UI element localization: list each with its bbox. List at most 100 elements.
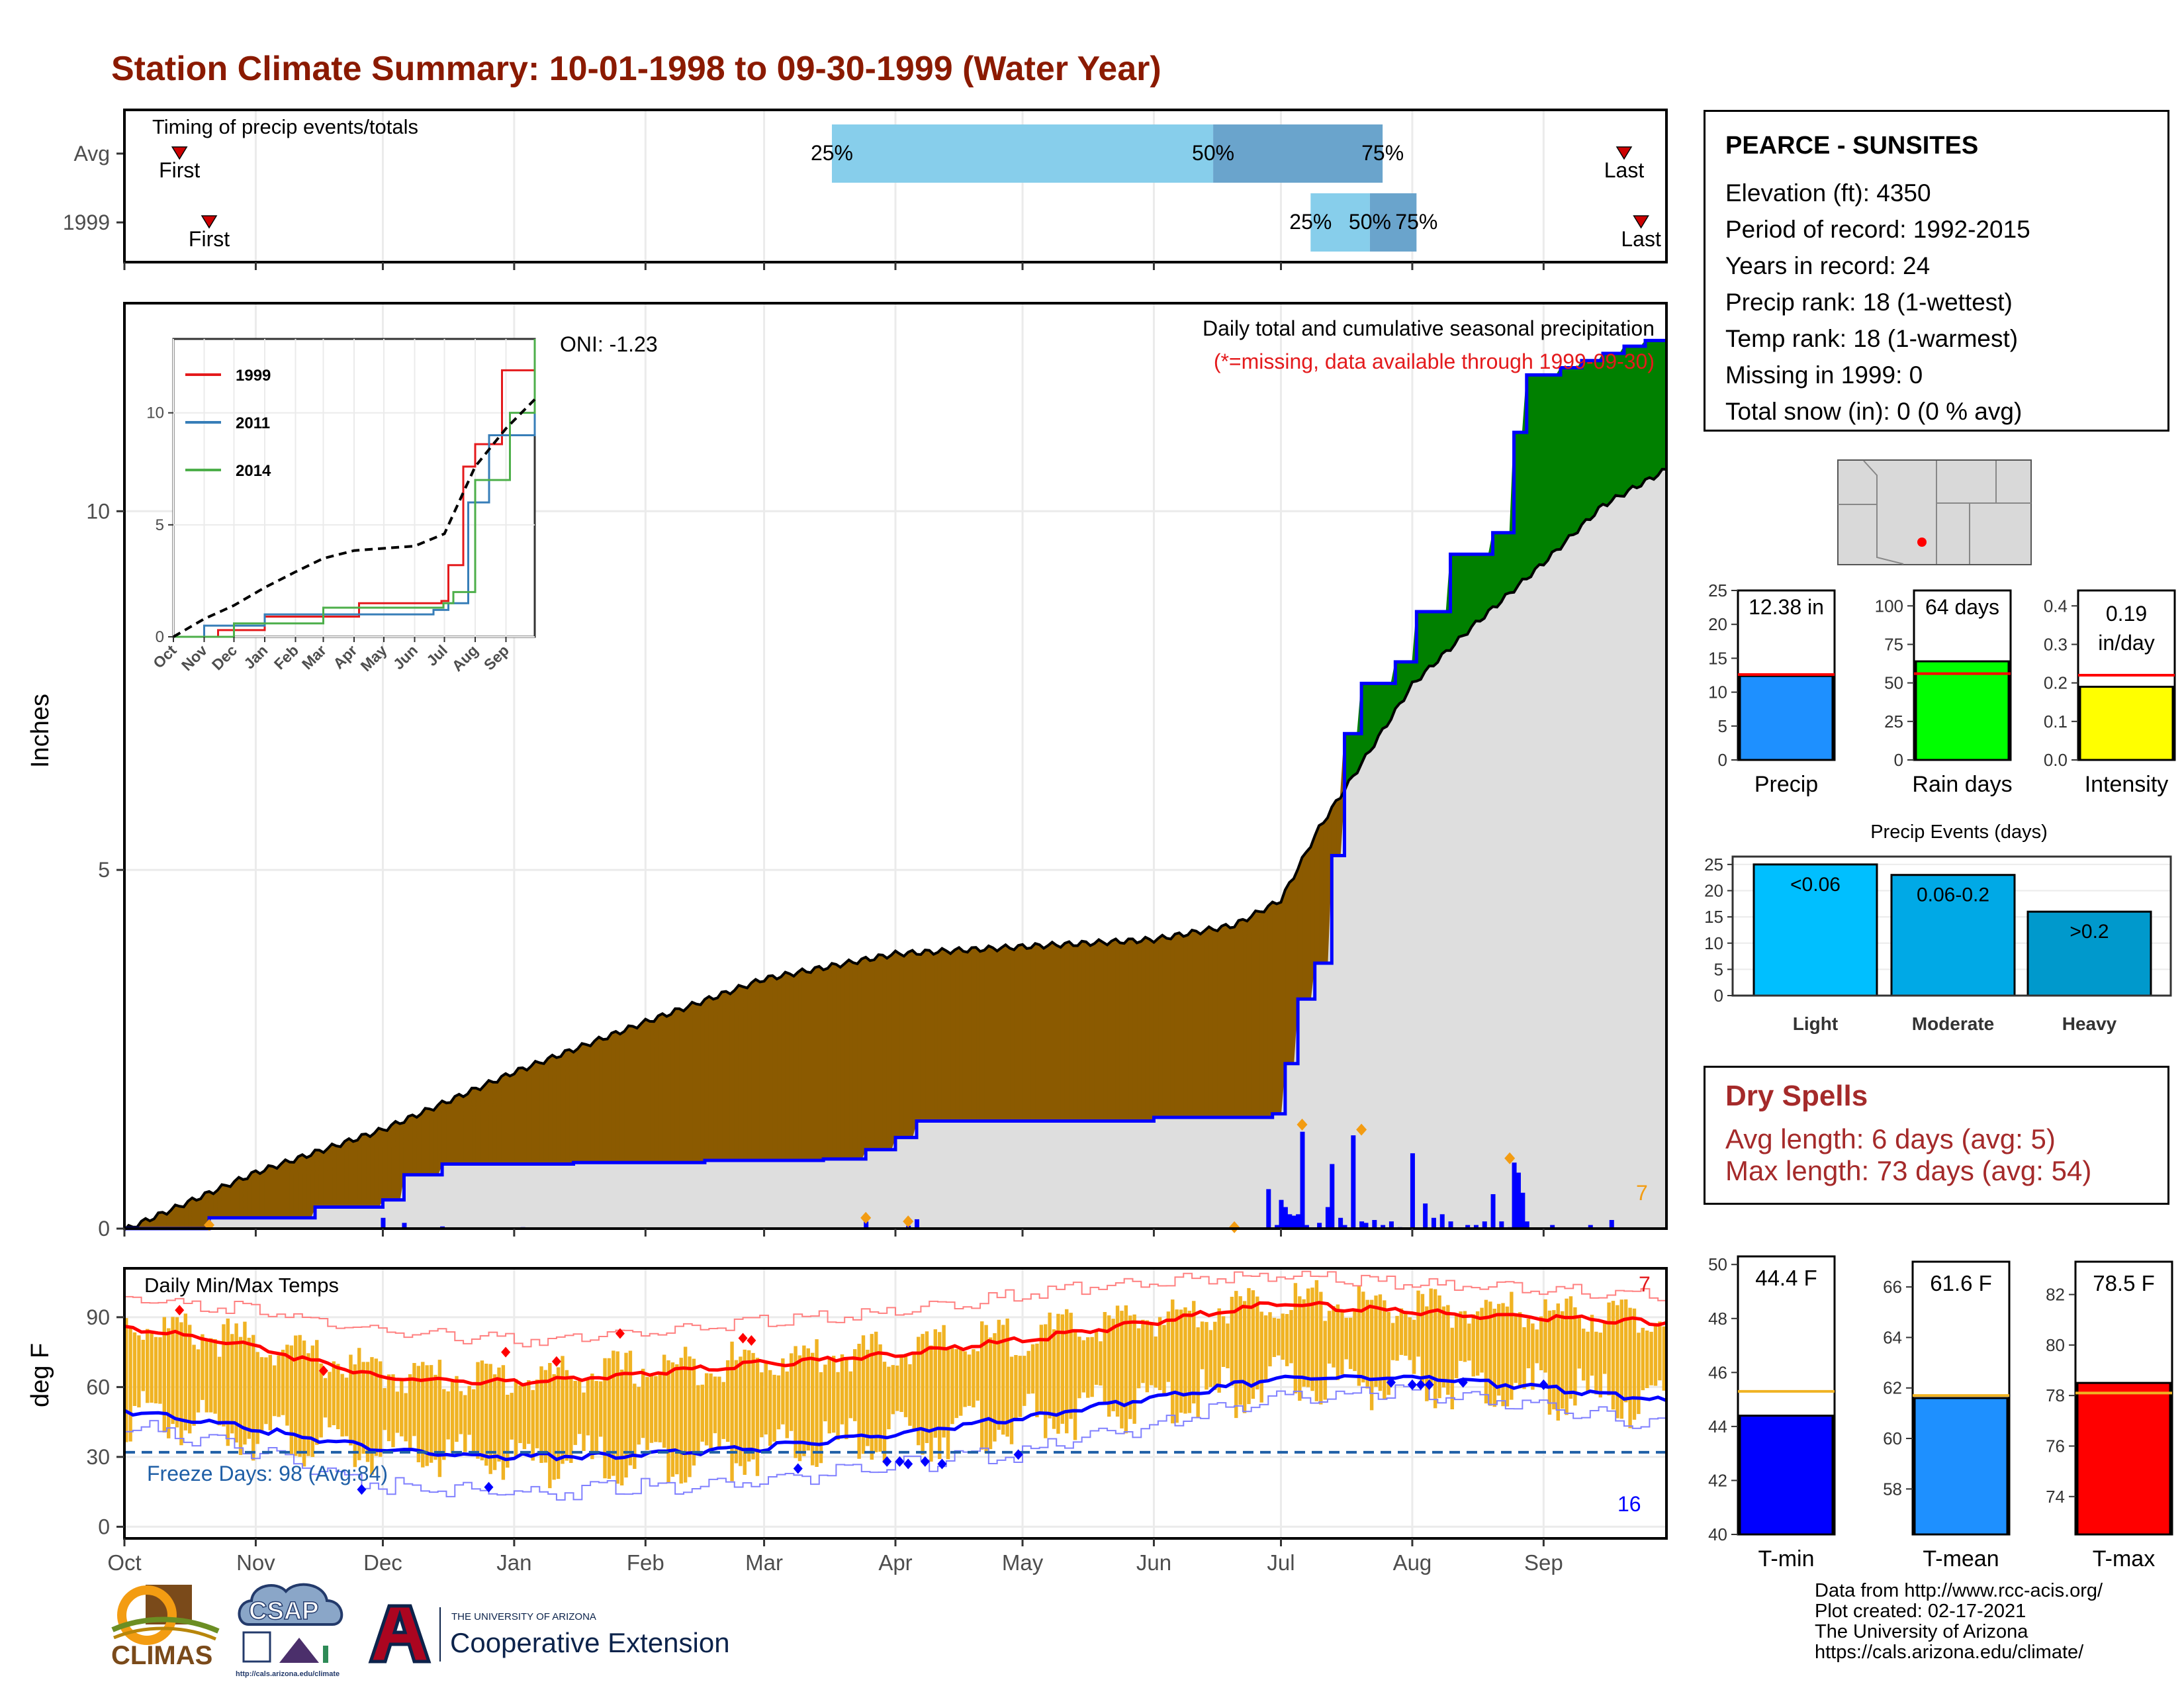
precip-ytick-label: 5 xyxy=(98,858,110,882)
month-tick-label: Aug xyxy=(1393,1550,1432,1575)
mini-rain-days-bar xyxy=(1915,660,2010,761)
temp-record-high-marker xyxy=(738,1333,748,1344)
mini-precip-ytick-label: 0 xyxy=(1718,750,1727,770)
precip-ytick-label: 10 xyxy=(86,499,110,523)
precip-daily-bar xyxy=(1465,1225,1471,1229)
precip-daily-bar xyxy=(1304,1225,1309,1229)
precip-daily-bar xyxy=(906,1225,911,1229)
dry-spells-box: Dry Spells Avg length: 6 days (avg: 5) M… xyxy=(1704,1066,2169,1205)
csap-logo: CSAP http://cals.arizona.edu/climate xyxy=(236,1583,343,1678)
inset-ytick-label: 5 xyxy=(156,516,164,534)
temp-record-high-marker xyxy=(175,1305,185,1316)
precip-daily-bar xyxy=(1550,1225,1555,1229)
precip-ylabel: Inches xyxy=(26,694,54,768)
mini-intensity-ytick-label: 0.0 xyxy=(2044,750,2068,770)
ua-divider xyxy=(439,1607,441,1662)
mini-rain-days-ytick-label: 25 xyxy=(1884,712,1903,731)
ua-coop-extension: Cooperative Extension xyxy=(450,1627,730,1658)
timing-p25-label: 25% xyxy=(811,141,853,165)
tbar-t-max-ytick-label: 80 xyxy=(2046,1335,2065,1355)
tbar-t-max-value: 78.5 F xyxy=(2093,1271,2155,1295)
timing-p75-label: 75% xyxy=(1395,210,1437,234)
station-line: Precip rank: 18 (1-wettest) xyxy=(1725,289,2013,316)
precip-daily-bar xyxy=(1325,1207,1330,1229)
tbar-t-max-ytick-label: 82 xyxy=(2046,1285,2065,1305)
oni-label: ONI: -1.23 xyxy=(560,332,658,356)
timing-first-marker xyxy=(171,146,188,160)
mini-intensity-ytick-label: 0.2 xyxy=(2044,673,2068,693)
precip-daily-bar xyxy=(1317,1223,1322,1229)
mini-precip-ytick-label: 5 xyxy=(1718,716,1727,736)
station-line: Temp rank: 18 (1-warmest) xyxy=(1725,325,2019,352)
dry-spells-avg: Avg length: 6 days (avg: 5) xyxy=(1725,1123,2056,1154)
tbar-t-min-label: T-min xyxy=(1758,1546,1815,1571)
freeze-days-label: Freeze Days: 98 (Avg:84) xyxy=(147,1462,388,1485)
precip-heavy-event-marker xyxy=(860,1211,872,1224)
tbar-t-min-ytick-label: 44 xyxy=(1708,1417,1727,1436)
credits: Data from http://www.rcc-acis.org/Plot c… xyxy=(1815,1581,2103,1663)
timing-bar-25-50 xyxy=(831,124,1214,183)
station-line: Total snow (in): 0 (0 % avg) xyxy=(1725,398,2023,425)
tbar-t-min-ytick-label: 42 xyxy=(1708,1470,1727,1490)
location-map xyxy=(1837,459,2032,565)
tbar-t-max-label: T-max xyxy=(2093,1546,2155,1571)
dry-spells-max: Max length: 73 days (avg: 54) xyxy=(1725,1155,2092,1186)
climas-logo-text: CLIMAS xyxy=(111,1641,212,1670)
timing-p75-label: 75% xyxy=(1361,141,1404,165)
inset-average-line xyxy=(172,398,536,638)
temp-normal-max-line xyxy=(124,1301,1667,1387)
temp-summary-bars: 40 42 44 46 48 50 T-min 44.4 F 58 60 62 64 66 T-mean 6… xyxy=(1708,1254,2173,1571)
temp-record-low-marker xyxy=(1424,1379,1434,1390)
month-tick-label: Sep xyxy=(1524,1550,1563,1575)
tbar-t-min-ytick-label: 40 xyxy=(1708,1524,1727,1544)
events-ytick-label: 25 xyxy=(1704,855,1723,874)
month-tick-label: Feb xyxy=(627,1550,664,1575)
timing-last-label: Last xyxy=(1621,227,1661,251)
mini-precip-ytick-label: 20 xyxy=(1708,614,1727,634)
mini-rain-days-ytick-label: 0 xyxy=(1894,750,1903,770)
csap-logo-text: CSAP xyxy=(249,1597,319,1625)
temp-record-low-marker xyxy=(484,1481,494,1493)
timing-label: Timing of precip events/totals xyxy=(152,115,419,138)
precip-subtitle: Daily total and cumulative seasonal prec… xyxy=(1202,316,1655,340)
precip-daily-bar xyxy=(1359,1221,1365,1229)
events-bar-moderate xyxy=(1890,874,2016,997)
precip-daily-bar xyxy=(1351,1135,1356,1229)
temps-count-max: 7 xyxy=(1639,1272,1651,1296)
tbar-t-min-value: 44.4 F xyxy=(1755,1266,1817,1290)
tbar-t-min-bar xyxy=(1739,1415,1834,1536)
mini-intensity-ytick-label: 0.3 xyxy=(2044,634,2068,654)
month-tick-label: Jul xyxy=(1267,1550,1295,1575)
station-line: Years in record: 24 xyxy=(1725,252,1931,279)
tbar-t-max-bar xyxy=(2076,1382,2171,1536)
events-ytick-label: 20 xyxy=(1704,881,1723,901)
precip-daily-bar xyxy=(1512,1162,1517,1229)
mini-precip-ytick-label: 15 xyxy=(1708,648,1727,668)
temp-record-low-marker xyxy=(882,1456,892,1467)
precip-daily-bar xyxy=(1588,1225,1593,1229)
month-tick-label: May xyxy=(1002,1550,1044,1575)
mini-intensity-label: Intensity xyxy=(2085,772,2169,797)
station-name: PEARCE - SUNSITES xyxy=(1725,132,1979,160)
ua-name: THE UNIVERSITY OF ARIZONA xyxy=(451,1611,596,1622)
precip-daily-bar xyxy=(1516,1172,1521,1229)
csap-logo-url: http://cals.arizona.edu/climate xyxy=(236,1670,340,1678)
events-ytick-label: 10 xyxy=(1704,933,1723,953)
precip-daily-bar xyxy=(1342,1225,1347,1229)
events-bar-value: 0.06-0.2 xyxy=(1917,884,1989,906)
temps-count-min: 16 xyxy=(1617,1492,1641,1516)
temp-daily-range-bars xyxy=(124,1280,1666,1489)
timing-p50-label: 50% xyxy=(1192,141,1234,165)
events-border xyxy=(1731,855,2172,997)
mini-precip-bar xyxy=(1739,675,1834,761)
temp-ytick-label: 0 xyxy=(98,1515,110,1538)
station-location-dot xyxy=(1917,538,1927,547)
temp-ytick-label: 30 xyxy=(86,1445,110,1469)
temp-record-low-marker xyxy=(357,1484,367,1495)
station-line: Elevation (ft): 4350 xyxy=(1725,179,1931,207)
mini-intensity-ytick-label: 0.4 xyxy=(2044,596,2068,616)
tbar-t-mean-ytick-label: 62 xyxy=(1883,1378,1902,1398)
events-bar-label: Light xyxy=(1793,1013,1838,1034)
mini-rain-days-value: 64 days xyxy=(1925,595,1999,619)
precip-ytick-label: 0 xyxy=(98,1217,110,1241)
